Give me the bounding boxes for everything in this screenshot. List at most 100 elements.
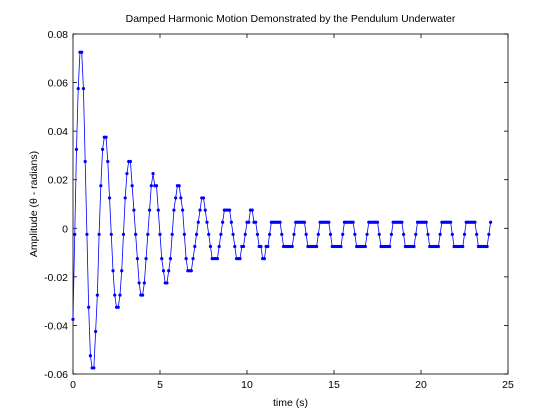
y-tick-label: -0.06 [44, 369, 68, 381]
data-point [351, 220, 355, 224]
data-point [196, 220, 200, 224]
data-point [87, 305, 91, 309]
data-point [172, 208, 176, 212]
data-point [402, 232, 406, 236]
data-point [170, 232, 174, 236]
data-point [304, 232, 308, 236]
data-point [233, 244, 237, 249]
data-point [193, 244, 197, 249]
x-tick-label: 0 [70, 379, 76, 391]
data-point [215, 257, 220, 261]
y-tick-label: 0.02 [48, 175, 69, 187]
data-point [134, 232, 138, 236]
data-point [450, 232, 454, 236]
data-point [182, 232, 186, 236]
data-point [438, 232, 442, 236]
data-point [203, 208, 207, 212]
data-point [141, 293, 145, 297]
x-tick-label: 5 [157, 379, 163, 391]
data-point [146, 232, 150, 236]
data-point [104, 135, 108, 139]
data-point [123, 196, 127, 200]
data-point [327, 220, 331, 224]
data-point [184, 257, 188, 261]
data-point [485, 244, 489, 249]
data-point [426, 232, 430, 236]
data-point [217, 244, 221, 249]
data-point [154, 184, 159, 188]
data-point [94, 329, 98, 334]
data-point [71, 317, 75, 321]
data-point [177, 184, 181, 188]
data-point [107, 196, 112, 200]
data-point [219, 232, 223, 236]
data-point [238, 257, 242, 261]
data-point [328, 232, 333, 236]
data-point [74, 147, 79, 151]
data-point [229, 220, 233, 224]
data-point [473, 220, 477, 224]
data-point [135, 257, 139, 261]
y-tick-label: 0.08 [48, 29, 69, 41]
data-point [106, 159, 110, 164]
chart-title: Damped Harmonic Motion Demonstrated by t… [126, 13, 456, 25]
data-point [365, 232, 369, 236]
data-point [302, 220, 307, 224]
data-point [353, 232, 357, 236]
data-point [377, 232, 381, 236]
data-point [73, 232, 77, 236]
data-point [142, 281, 146, 285]
data-point [160, 257, 164, 261]
data-point [414, 232, 418, 236]
data-point [132, 208, 136, 212]
data-point [424, 220, 428, 224]
data-point [147, 208, 152, 212]
data-point [278, 220, 282, 224]
data-point [92, 366, 96, 370]
data-point [375, 220, 380, 224]
data-point [99, 184, 103, 188]
y-tick-label: 0 [62, 223, 68, 235]
data-point [151, 172, 155, 176]
data-point [194, 232, 199, 236]
data-point [179, 196, 183, 200]
x-axis-label: time (s) [273, 397, 308, 409]
data-point [109, 232, 113, 236]
data-point [158, 232, 162, 236]
data-point [181, 208, 185, 212]
data-point [120, 269, 124, 273]
data-point [80, 50, 84, 54]
data-point [412, 244, 416, 249]
data-point [339, 244, 343, 249]
data-point [191, 257, 195, 261]
y-tick-label: -0.04 [44, 320, 68, 332]
data-point [208, 244, 213, 249]
data-point [113, 293, 117, 297]
data-point [221, 220, 225, 224]
data-point [95, 293, 99, 297]
data-point [205, 220, 209, 224]
data-point [389, 232, 394, 236]
x-tick-label: 15 [328, 379, 340, 391]
y-tick-label: 0.04 [48, 126, 69, 138]
data-point [100, 147, 105, 151]
data-point [341, 232, 345, 236]
data-point [461, 244, 465, 249]
data-point [487, 232, 491, 236]
data-point [489, 220, 493, 224]
data-point [316, 232, 320, 236]
data-point [116, 305, 120, 309]
data-point [363, 244, 367, 249]
data-point [161, 269, 166, 273]
data-point [315, 244, 319, 249]
data-point [448, 220, 453, 224]
data-point [254, 220, 258, 224]
data-point [168, 257, 173, 261]
data-point [83, 159, 87, 164]
data-point [436, 244, 440, 249]
data-point [198, 208, 202, 212]
data-point [247, 220, 251, 224]
data-point [388, 244, 392, 249]
data-point [228, 208, 232, 212]
